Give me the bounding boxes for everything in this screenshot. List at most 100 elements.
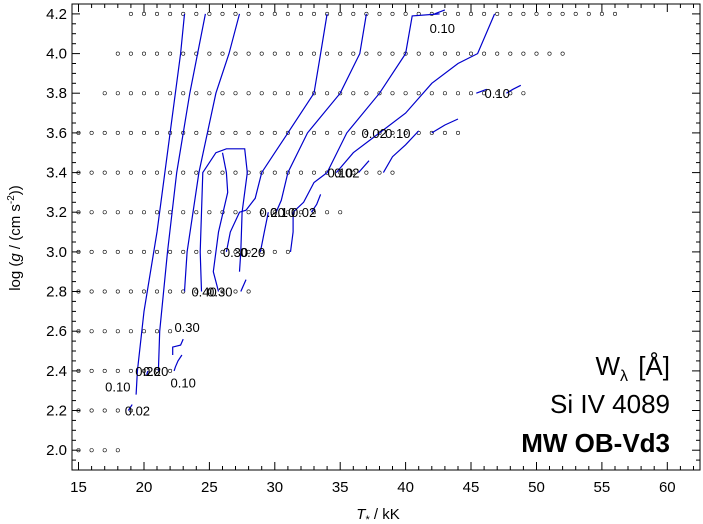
model-point [468, 51, 473, 56]
model-point [115, 130, 120, 135]
model-point [168, 368, 173, 373]
contour-label: 0.10 [105, 380, 130, 395]
x-axis-title: T* / kK [356, 506, 399, 524]
x-tick-label: 25 [201, 479, 218, 496]
model-point [560, 11, 565, 16]
y-tick-label: 3.4 [46, 165, 67, 182]
model-point [547, 51, 552, 56]
model-point [311, 51, 316, 56]
model-point [142, 289, 147, 294]
model-point [547, 11, 552, 16]
model-point [168, 170, 173, 175]
model-point [259, 51, 264, 56]
model-point [521, 91, 526, 96]
contour-label: 0.02 [291, 205, 316, 220]
contour-label: 0.10 [171, 376, 196, 391]
y-tick-label: 4.0 [46, 46, 67, 63]
contour-label: 0.02 [125, 404, 150, 419]
contour-line [135, 13, 186, 395]
x-tick-label: 40 [397, 479, 414, 496]
model-point [325, 170, 330, 175]
model-point [455, 51, 460, 56]
model-point [403, 11, 408, 16]
contour-label: 0.10 [430, 21, 455, 36]
model-point [573, 11, 578, 16]
model-point [115, 210, 120, 215]
contour-label: 0.20 [260, 205, 285, 220]
model-point [155, 11, 160, 16]
x-tick-label: 45 [463, 479, 480, 496]
model-point [115, 368, 120, 373]
plot-frame [71, 3, 701, 471]
contour-line [275, 13, 367, 213]
model-point [207, 210, 212, 215]
model-point [115, 329, 120, 334]
model-point [207, 51, 212, 56]
model-point [142, 91, 147, 96]
model-point [364, 91, 369, 96]
model-point [102, 91, 107, 96]
model-point [168, 249, 173, 254]
model-point [181, 11, 186, 16]
model-point [338, 51, 343, 56]
model-point [102, 448, 107, 453]
model-point [128, 289, 133, 294]
model-point [155, 51, 160, 56]
model-point [246, 249, 251, 254]
model-point [455, 11, 460, 16]
model-point [351, 91, 356, 96]
model-point [168, 289, 173, 294]
model-point [168, 91, 173, 96]
model-point [194, 170, 199, 175]
x-tick-label: 35 [332, 479, 349, 496]
contour-line [183, 13, 241, 292]
model-point [155, 170, 160, 175]
model-point [155, 210, 160, 215]
contour-line [335, 13, 496, 173]
model-point [89, 329, 94, 334]
model-point [468, 91, 473, 96]
model-point [259, 249, 264, 254]
model-point [128, 91, 133, 96]
model-point [220, 11, 225, 16]
y-tick-label: 2.6 [46, 323, 67, 340]
y-tick-label: 2.0 [46, 442, 67, 459]
model-point [272, 51, 277, 56]
model-point [429, 130, 434, 135]
model-point [298, 170, 303, 175]
model-point [403, 91, 408, 96]
model-point [194, 289, 199, 294]
model-point [142, 170, 147, 175]
model-point [102, 368, 107, 373]
model-point [521, 11, 526, 16]
model-point [89, 249, 94, 254]
model-point [89, 170, 94, 175]
model-point [128, 210, 133, 215]
model-point [298, 91, 303, 96]
model-point [220, 289, 225, 294]
model-point [89, 448, 94, 453]
x-tick-label: 55 [594, 479, 611, 496]
model-point [377, 130, 382, 135]
annotation-unit: [Å] [638, 351, 670, 381]
contour-line [358, 160, 370, 173]
model-point [377, 91, 382, 96]
model-point [377, 170, 382, 175]
contour-lines [127, 9, 522, 411]
model-point [259, 11, 264, 16]
contour-line [225, 13, 328, 253]
model-point [508, 11, 513, 16]
model-point [285, 91, 290, 96]
model-point [390, 130, 395, 135]
model-point [233, 289, 238, 294]
model-point [181, 170, 186, 175]
model-point [128, 408, 133, 413]
contour-labels: 0.020.100.200.200.100.300.400.300.300.20… [105, 21, 510, 419]
model-point [181, 249, 186, 254]
model-point [181, 51, 186, 56]
model-point [442, 11, 447, 16]
model-point [246, 91, 251, 96]
contour-label: 0.10 [385, 126, 410, 141]
model-point [560, 51, 565, 56]
